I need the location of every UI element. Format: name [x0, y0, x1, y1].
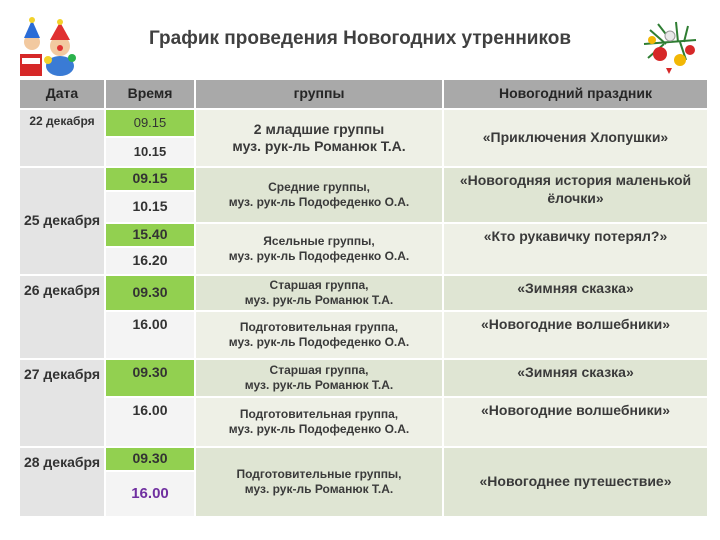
music-director: муз. рук-ль Романюк Т.А.: [244, 293, 394, 307]
music-director: муз. рук-ль Романюк Т.А.: [244, 482, 394, 496]
holiday-cell: «Новогоднее путешествие»: [444, 448, 707, 516]
groups-cell: Старшая группа, муз. рук-ль Романюк Т.А.: [196, 360, 442, 396]
date-cell: 25 декабря: [20, 168, 104, 274]
time-cell-highlight: 16.00: [106, 472, 194, 516]
holiday-cell: «Новогодние волшебники»: [444, 312, 707, 358]
group-name: Старшая группа,: [269, 363, 369, 377]
date-cell: 27 декабря: [20, 360, 104, 446]
holiday-cell: «Зимняя сказка»: [444, 360, 707, 396]
time-cell: 16.20: [106, 248, 194, 274]
header-time: Время: [106, 80, 194, 108]
time-cell: 10.15: [106, 138, 194, 166]
time-cell: 09.30: [106, 360, 194, 396]
holiday-cell: «Зимняя сказка»: [444, 276, 707, 310]
holiday-cell: «Новогодняя история маленькой ёлочки»: [444, 168, 707, 222]
music-director: муз. рук-ль Романюк Т.А.: [244, 378, 394, 392]
time-cell: 16.00: [106, 312, 194, 358]
group-name: Ясельные группы,: [263, 234, 375, 248]
time-cell: 09.30: [106, 276, 194, 310]
group-name: Подготовительные группы,: [236, 467, 402, 481]
holiday-cell: «Кто рукавичку потерял?»: [444, 224, 707, 274]
holiday-cell: «Новогодние волшебники»: [444, 398, 707, 446]
time-value: 09.15: [133, 114, 167, 130]
date-cell: 22 декабря: [20, 110, 104, 166]
music-director: муз. рук-ль Подофеденко О.А.: [228, 422, 410, 436]
christmas-tree-branch-icon: [643, 21, 697, 74]
group-name: Средние группы,: [268, 180, 370, 194]
date-cell: 26 декабря: [20, 276, 104, 358]
groups-cell: Подготовительная группа, муз. рук-ль Под…: [196, 398, 442, 446]
music-director: муз. рук-ль Подофеденко О.А.: [228, 195, 410, 209]
schedule-table: Дата Время группы Новогодний праздник 22…: [20, 80, 707, 520]
groups-cell: Подготовительная группа, муз. рук-ль Под…: [196, 312, 442, 358]
groups-cell: Ясельные группы, муз. рук-ль Подофеденко…: [196, 224, 442, 274]
time-cell: 16.00: [106, 398, 194, 446]
time-cell: 09.30: [106, 448, 194, 470]
time-cell: 10.15: [106, 192, 194, 222]
music-director: муз. рук-ль Подофеденко О.А.: [228, 249, 410, 263]
music-director: муз. рук-ль Романюк Т.А.: [232, 138, 406, 154]
groups-cell: Средние группы, муз. рук-ль Подофеденко …: [196, 168, 442, 222]
group-name: Подготовительная группа,: [239, 320, 399, 334]
holiday-cell: «Приключения Хлопушки»: [444, 110, 707, 166]
group-name: Подготовительная группа,: [239, 407, 399, 421]
music-director: муз. рук-ль Подофеденко О.А.: [228, 335, 410, 349]
date-cell: 28 декабря: [20, 448, 104, 516]
groups-cell: Старшая группа, муз. рук-ль Романюк Т.А.: [196, 276, 442, 310]
header-holiday: Новогодний праздник: [444, 80, 707, 108]
header-groups: группы: [196, 80, 442, 108]
time-cell: 15.40: [106, 224, 194, 246]
groups-cell: 2 младшие группы муз. рук-ль Романюк Т.А…: [196, 110, 442, 166]
page-title: График проведения Новогодних утренников: [148, 28, 572, 49]
time-cell: 09.15: [106, 110, 194, 136]
group-name: 2 младшие группы: [253, 120, 385, 137]
circus-clowns-icon: [20, 17, 76, 76]
time-cell: 09.15: [106, 168, 194, 190]
group-name: Старшая группа,: [269, 278, 369, 292]
groups-cell: Подготовительные группы, муз. рук-ль Ром…: [196, 448, 442, 516]
header-date: Дата: [20, 80, 104, 108]
